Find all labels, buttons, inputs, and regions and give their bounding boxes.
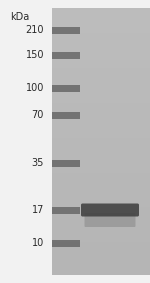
Bar <box>52 52 80 59</box>
Text: 70: 70 <box>32 110 44 120</box>
Bar <box>52 207 80 213</box>
Text: 210: 210 <box>26 25 44 35</box>
FancyBboxPatch shape <box>81 203 139 216</box>
Text: kDa: kDa <box>10 12 30 22</box>
Bar <box>52 85 80 91</box>
Bar <box>52 112 80 119</box>
Bar <box>52 160 80 166</box>
Bar <box>52 239 80 246</box>
Bar <box>52 27 80 33</box>
Text: 35: 35 <box>32 158 44 168</box>
Text: 10: 10 <box>32 238 44 248</box>
Text: 150: 150 <box>26 50 44 60</box>
Text: 17: 17 <box>32 205 44 215</box>
Text: 100: 100 <box>26 83 44 93</box>
FancyBboxPatch shape <box>84 213 135 227</box>
